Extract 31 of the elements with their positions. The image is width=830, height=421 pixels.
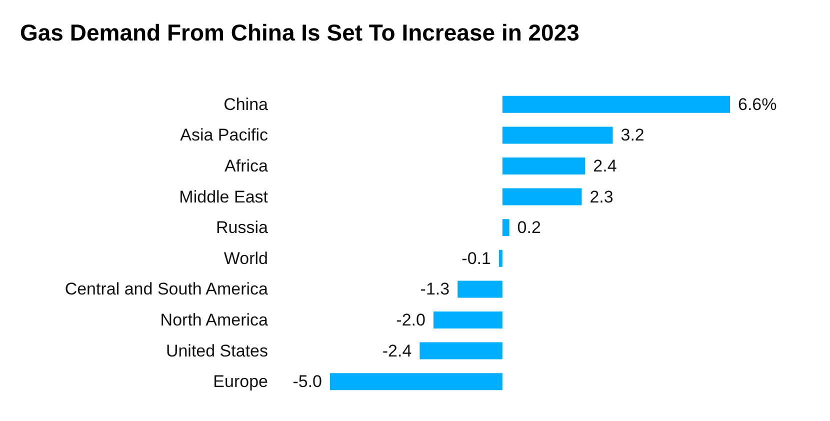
data-label: 0.2 [517,218,541,238]
bar [502,96,730,113]
y-tick-label: Middle East [179,187,268,206]
data-label: -0.1 [462,248,491,268]
bar [420,342,502,360]
bar [330,373,502,390]
data-label: -5.0 [292,372,322,392]
bar [433,312,502,328]
chart-title: Gas Demand From China Is Set To Increase in 2023 [20,20,580,46]
data-label: -1.3 [420,280,450,299]
data-label: 2.3 [590,187,614,206]
y-tick-label: World [224,248,268,268]
data-label: 3.2 [620,126,644,145]
bar [502,158,586,174]
data-label: -2.0 [396,310,426,330]
y-tick-label: Africa [224,156,269,176]
data-label: 6.6% [738,94,777,114]
y-tick-label: Russia [216,218,269,238]
y-tick-label: North America [160,310,269,330]
y-tick-label: Europe [213,372,268,392]
y-tick-label: Central and South America [64,280,269,299]
bar [458,280,502,298]
bar [498,250,502,267]
y-tick-label: United States [166,341,268,360]
y-tick-label: China [224,94,269,114]
data-label: -2.4 [382,341,412,360]
bar [502,188,582,206]
y-tick-label: Asia Pacific [180,126,268,145]
data-label: 2.4 [593,156,617,176]
bar [502,219,510,236]
bar [502,126,613,144]
